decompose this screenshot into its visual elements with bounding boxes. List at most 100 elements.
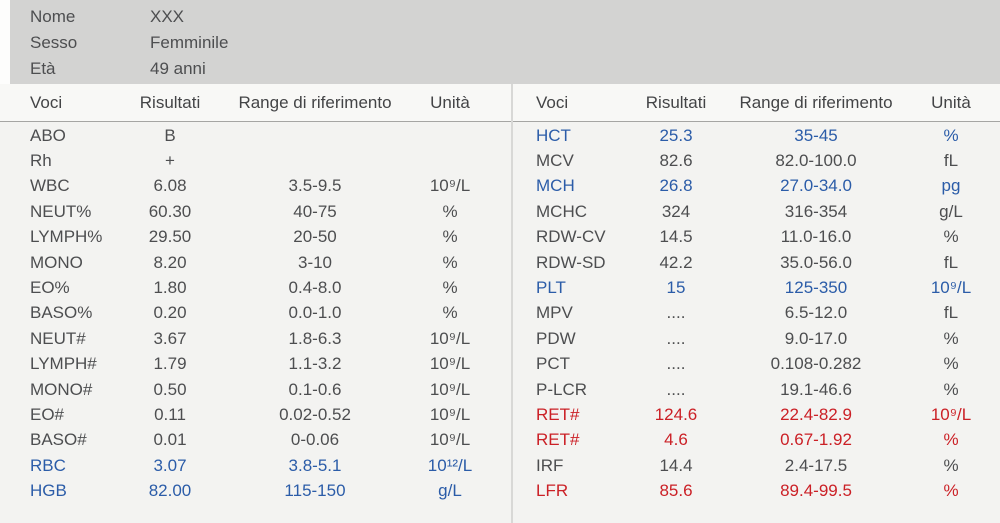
cell-risultato: 6.08: [153, 176, 187, 196]
cell-risultato: B: [164, 125, 176, 145]
cell-unita: 10⁹/L: [930, 404, 972, 424]
cell-risultato: 0.11: [154, 404, 186, 424]
patient-field-row: Età 49 anni: [30, 56, 1000, 82]
left-results-table: Voci Risultati Range di riferimento Unit…: [0, 84, 511, 523]
cell-unita: %: [442, 303, 458, 323]
table-row: BASO% 0.20 0.0-1.0%: [0, 301, 511, 326]
cell-voce: MONO#: [30, 379, 93, 399]
cell-unita: pg: [941, 176, 961, 196]
cell-voce: LYMPH%: [30, 227, 103, 247]
cell-range: 1.8-6.3: [288, 328, 342, 348]
cell-voce: LYMPH#: [30, 354, 97, 374]
cell-unita: 10⁹/L: [429, 328, 471, 348]
patient-field-label: Sesso: [30, 33, 78, 52]
patient-header: Nome XXX Sesso Femminile Età 49 anni: [10, 0, 1000, 84]
cell-range: 82.0-100.0: [775, 151, 857, 171]
cell-range: 3.8-5.1: [288, 455, 342, 475]
cell-risultato: ....: [666, 354, 686, 374]
patient-field-label: Nome: [30, 7, 76, 26]
cell-range: 35.0-56.0: [780, 252, 852, 272]
table-row: HCT 25.3 35-45%: [513, 123, 1000, 148]
cell-risultato: ....: [666, 379, 686, 399]
cell-unita: fL: [943, 252, 959, 272]
cell-risultato: 85.6: [659, 481, 693, 501]
cell-risultato: 1.79: [153, 354, 187, 374]
cell-risultato: 1.80: [153, 278, 187, 298]
patient-field-value: 49 anni: [150, 59, 206, 78]
cell-range: 20-50: [293, 227, 337, 247]
cell-range: 1.1-3.2: [288, 354, 342, 374]
cell-voce: ABO: [30, 125, 66, 145]
table-row: PLT 15 125-350 10⁹/L: [513, 275, 1000, 300]
cell-range: 125-350: [784, 278, 848, 298]
cell-range: 316-354: [784, 201, 848, 221]
column-header-risultati: Risultati: [139, 93, 201, 112]
cell-voce: BASO#: [30, 430, 87, 450]
column-header-unita: Unità: [931, 93, 971, 112]
cell-voce: EO%: [30, 278, 70, 298]
table-row: WBC 6.08 3.5-9.5 10⁹/L: [0, 174, 511, 199]
cell-range: 0.67-1.92: [780, 430, 852, 450]
table-row: BASO# 0.01 0-0.06 10⁹/L: [0, 428, 511, 453]
table-row: MCV 82.6 82.0-100.0 fL: [513, 148, 1000, 173]
cell-voce: EO#: [30, 404, 65, 424]
cell-unita: 10⁹/L: [429, 379, 471, 399]
table-row: Rh +: [0, 148, 511, 173]
cell-range: 3-10: [297, 252, 333, 272]
table-row: LYMPH# 1.79 1.1-3.2 10⁹/L: [0, 352, 511, 377]
cell-range: 27.0-34.0: [780, 176, 852, 196]
column-header-range: Range di riferimento: [238, 93, 392, 112]
cell-voce: MCH: [536, 176, 575, 196]
column-header-unita: Unità: [430, 93, 470, 112]
table-row: HGB 82.00 115-150 g/L: [0, 478, 511, 503]
cell-voce: NEUT#: [30, 328, 86, 348]
cell-range: 3.5-9.5: [288, 176, 342, 196]
cell-voce: RET#: [536, 430, 580, 450]
cell-range: 35-45: [794, 125, 838, 145]
table-row: RDW-CV 14.5 11.0-16.0%: [513, 225, 1000, 250]
cell-unita: 10⁹/L: [429, 430, 471, 450]
cell-range: 19.1-46.6: [780, 379, 852, 399]
cell-range: 0.4-8.0: [288, 278, 342, 298]
cell-voce: MPV: [536, 303, 573, 323]
cell-unita: %: [442, 278, 458, 298]
cell-voce: NEUT%: [30, 201, 92, 221]
cell-risultato: 324: [661, 201, 691, 221]
table-row: NEUT# 3.67 1.8-6.3 10⁹/L: [0, 326, 511, 351]
cell-unita: %: [943, 125, 959, 145]
column-header-voci: Voci: [536, 93, 569, 112]
cell-unita: %: [943, 354, 959, 374]
cell-risultato: 29.50: [148, 227, 192, 247]
cell-unita: fL: [943, 303, 959, 323]
patient-field-value: Femminile: [150, 33, 229, 52]
cell-voce: HCT: [536, 125, 571, 145]
patient-field-value: XXX: [150, 7, 185, 26]
cell-risultato: 0.50: [153, 379, 187, 399]
cell-risultato: 3.67: [153, 328, 187, 348]
table-row: ABO B: [0, 123, 511, 148]
cell-risultato: 60.30: [148, 201, 192, 221]
left-table-body: ABO B Rh + WBC 6.08 3.5-9.5 10⁹/L NEUT% 60.30 40-7…: [0, 123, 511, 504]
cell-voce: WBC: [30, 176, 70, 196]
column-header-voci: Voci: [30, 93, 63, 112]
patient-field-label: Età: [30, 59, 56, 78]
cell-voce: HGB: [30, 481, 67, 501]
column-header-range: Range di riferimento: [739, 93, 893, 112]
cell-range: 6.5-12.0: [784, 303, 848, 323]
table-row: MPV.... 6.5-12.0 fL: [513, 301, 1000, 326]
table-row: MONO 8.20 3-10%: [0, 250, 511, 275]
cell-risultato: 15: [666, 278, 686, 298]
cell-voce: RBC: [30, 455, 66, 475]
cell-range: 9.0-17.0: [784, 328, 848, 348]
cell-unita: 10⁹/L: [429, 354, 471, 374]
cell-voce: RDW-CV: [536, 227, 606, 247]
table-row: MCH 26.8 27.0-34.0 pg: [513, 174, 1000, 199]
table-row: PDW.... 9.0-17.0%: [513, 326, 1000, 351]
cell-risultato: 0.20: [153, 303, 187, 323]
cell-range: 22.4-82.9: [780, 404, 852, 424]
cell-voce: PLT: [536, 278, 566, 298]
cell-range: 2.4-17.5: [784, 455, 848, 475]
cell-range: 0.108-0.282: [770, 354, 862, 374]
cell-unita: %: [943, 430, 959, 450]
right-table-header: Voci Risultati Range di riferimento Unit…: [513, 84, 1000, 122]
